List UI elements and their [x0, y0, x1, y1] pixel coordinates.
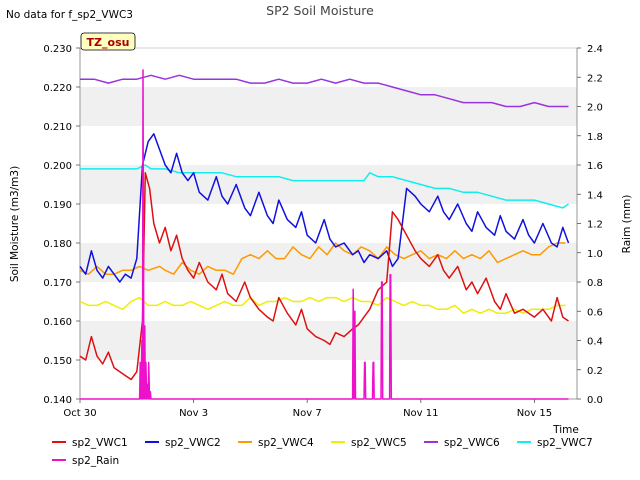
left-tick-label: 0.180: [43, 239, 72, 250]
left-tick-label: 0.210: [43, 122, 72, 133]
right-tick-label: 0.8: [587, 278, 603, 289]
left-tick-label: 0.190: [43, 200, 72, 211]
site-tag-label: TZ_osu: [87, 36, 130, 49]
y-axis-label-right: Raim (mm): [621, 195, 633, 254]
right-tick-label: 2.2: [587, 73, 603, 84]
right-tick-label: 1.0: [587, 249, 603, 260]
x-axis-label: Time: [552, 424, 579, 436]
x-axis: Oct 30 Nov 3 Nov 7 Nov 11 Nov 15: [63, 398, 577, 419]
site-tag-box: [80, 32, 136, 51]
right-tick-label: 1.8: [587, 132, 603, 143]
series-line-sp2_VWC4: [79, 242, 566, 275]
right-tick-label: 0.4: [587, 337, 603, 348]
x-tick-label: Oct 30: [63, 408, 96, 419]
right-axis: 0.0 0.2 0.4 0.6 0.8 1.0 1.2 1.4 1.6 1.8 2.0 2.2 2.4: [576, 44, 603, 406]
site-tag: TZ_osu: [80, 32, 136, 51]
legend-label: sp2_VWC4: [258, 437, 314, 449]
series-line-sp2_Rain: [80, 69, 569, 400]
grid-band: [80, 87, 577, 126]
legend-label: sp2_VWC1: [72, 437, 128, 449]
legend-label: sp2_VWC2: [165, 437, 221, 449]
y-axis-label-left: Soil Moisture (m3/m3): [9, 166, 21, 282]
left-tick-label: 0.200: [43, 161, 72, 172]
legend: sp2_VWC1 sp2_VWC2 sp2_VWC4 sp2_VWC5 sp2_VWC6…: [52, 437, 593, 467]
grid-band: [80, 165, 577, 204]
right-tick-label: 1.4: [587, 190, 603, 201]
series-line-sp2_VWC1: [79, 172, 569, 381]
x-tick-label: Nov 11: [403, 408, 438, 419]
background-bands: [80, 87, 577, 360]
left-tick-label: 0.170: [43, 278, 72, 289]
legend-label: sp2_VWC7: [537, 437, 593, 449]
grid-band: [80, 243, 577, 282]
right-tick-label: 1.6: [587, 161, 603, 172]
right-tick-label: 2.4: [587, 44, 603, 55]
right-tick-label: 0.0: [587, 395, 603, 406]
series-line-sp2_VWC5: [79, 296, 566, 314]
right-tick-label: 1.2: [587, 220, 603, 231]
left-tick-label: 0.150: [43, 356, 72, 367]
series-line-sp2_VWC7: [80, 164, 569, 209]
legend-label: sp2_Rain: [72, 455, 119, 467]
x-tick-label: Nov 3: [179, 408, 208, 419]
legend-label: sp2_VWC6: [444, 437, 500, 449]
right-tick-label: 2.0: [587, 103, 603, 114]
left-tick-label: 0.140: [43, 395, 72, 406]
chart-title: SP2 Soil Moisture: [266, 3, 374, 18]
left-tick-label: 0.220: [43, 83, 72, 94]
right-tick-label: 0.2: [587, 366, 603, 377]
legend-label: sp2_VWC5: [351, 437, 407, 449]
series-layer: [79, 69, 570, 400]
right-tick-label: 0.6: [587, 307, 603, 318]
grid-band: [80, 321, 577, 360]
series-line-sp2_VWC2: [79, 133, 570, 283]
no-data-note: No data for f_sp2_VWC3: [6, 9, 133, 21]
series-line-sp2_VWC6: [80, 74, 569, 108]
left-tick-label: 0.230: [43, 44, 72, 55]
left-axis: 0.140 0.150 0.160 0.170 0.180 0.190 0.200 0.210…: [43, 44, 81, 406]
left-tick-label: 0.160: [43, 317, 72, 328]
x-tick-label: Nov 7: [293, 408, 322, 419]
x-tick-label: Nov 15: [517, 408, 552, 419]
